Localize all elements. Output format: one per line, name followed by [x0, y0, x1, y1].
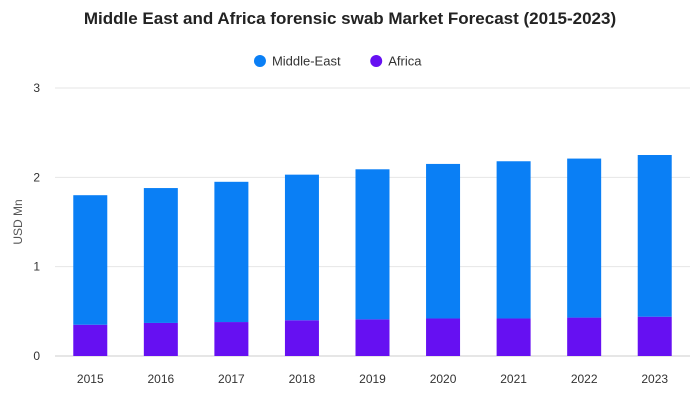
bar-africa-2021 [496, 318, 531, 356]
bar-middle-east-2019 [355, 169, 390, 320]
legend-label: Africa [388, 54, 422, 69]
y-tick-label: 2 [33, 170, 40, 184]
y-axis-title: USD Mn [11, 199, 25, 244]
x-tick-label: 2022 [571, 372, 598, 386]
bar-africa-2023 [637, 316, 672, 356]
chart-title: Middle East and Africa forensic swab Mar… [83, 9, 617, 28]
y-tick-label: 3 [33, 81, 40, 95]
bar-africa-2015 [73, 324, 108, 356]
bar-africa-2019 [355, 319, 390, 356]
bar-middle-east-2023 [637, 155, 672, 317]
bar-middle-east-2020 [426, 163, 461, 319]
y-tick-label: 1 [33, 260, 40, 274]
x-tick-label: 2021 [500, 372, 527, 386]
legend-marker [370, 55, 383, 67]
bar-middle-east-2018 [284, 174, 319, 321]
bar-africa-2018 [284, 320, 319, 356]
bar-middle-east-2016 [143, 188, 178, 323]
x-tick-label: 2023 [641, 372, 668, 386]
bar-middle-east-2021 [496, 161, 531, 319]
bar-middle-east-2017 [214, 181, 249, 323]
bar-africa-2020 [426, 318, 461, 356]
bar-africa-2022 [567, 317, 602, 356]
x-tick-label: 2020 [430, 372, 457, 386]
bar-africa-2017 [214, 322, 249, 356]
legend-label: Middle-East [272, 54, 341, 69]
bar-middle-east-2022 [567, 158, 602, 318]
y-tick-label: 0 [33, 349, 40, 363]
x-tick-label: 2017 [218, 372, 245, 386]
bar-middle-east-2015 [73, 195, 108, 325]
x-tick-label: 2019 [359, 372, 386, 386]
x-tick-label: 2015 [77, 372, 104, 386]
legend-marker [253, 55, 266, 67]
x-tick-label: 2018 [289, 372, 316, 386]
x-tick-label: 2016 [147, 372, 174, 386]
bar-africa-2016 [143, 322, 178, 356]
